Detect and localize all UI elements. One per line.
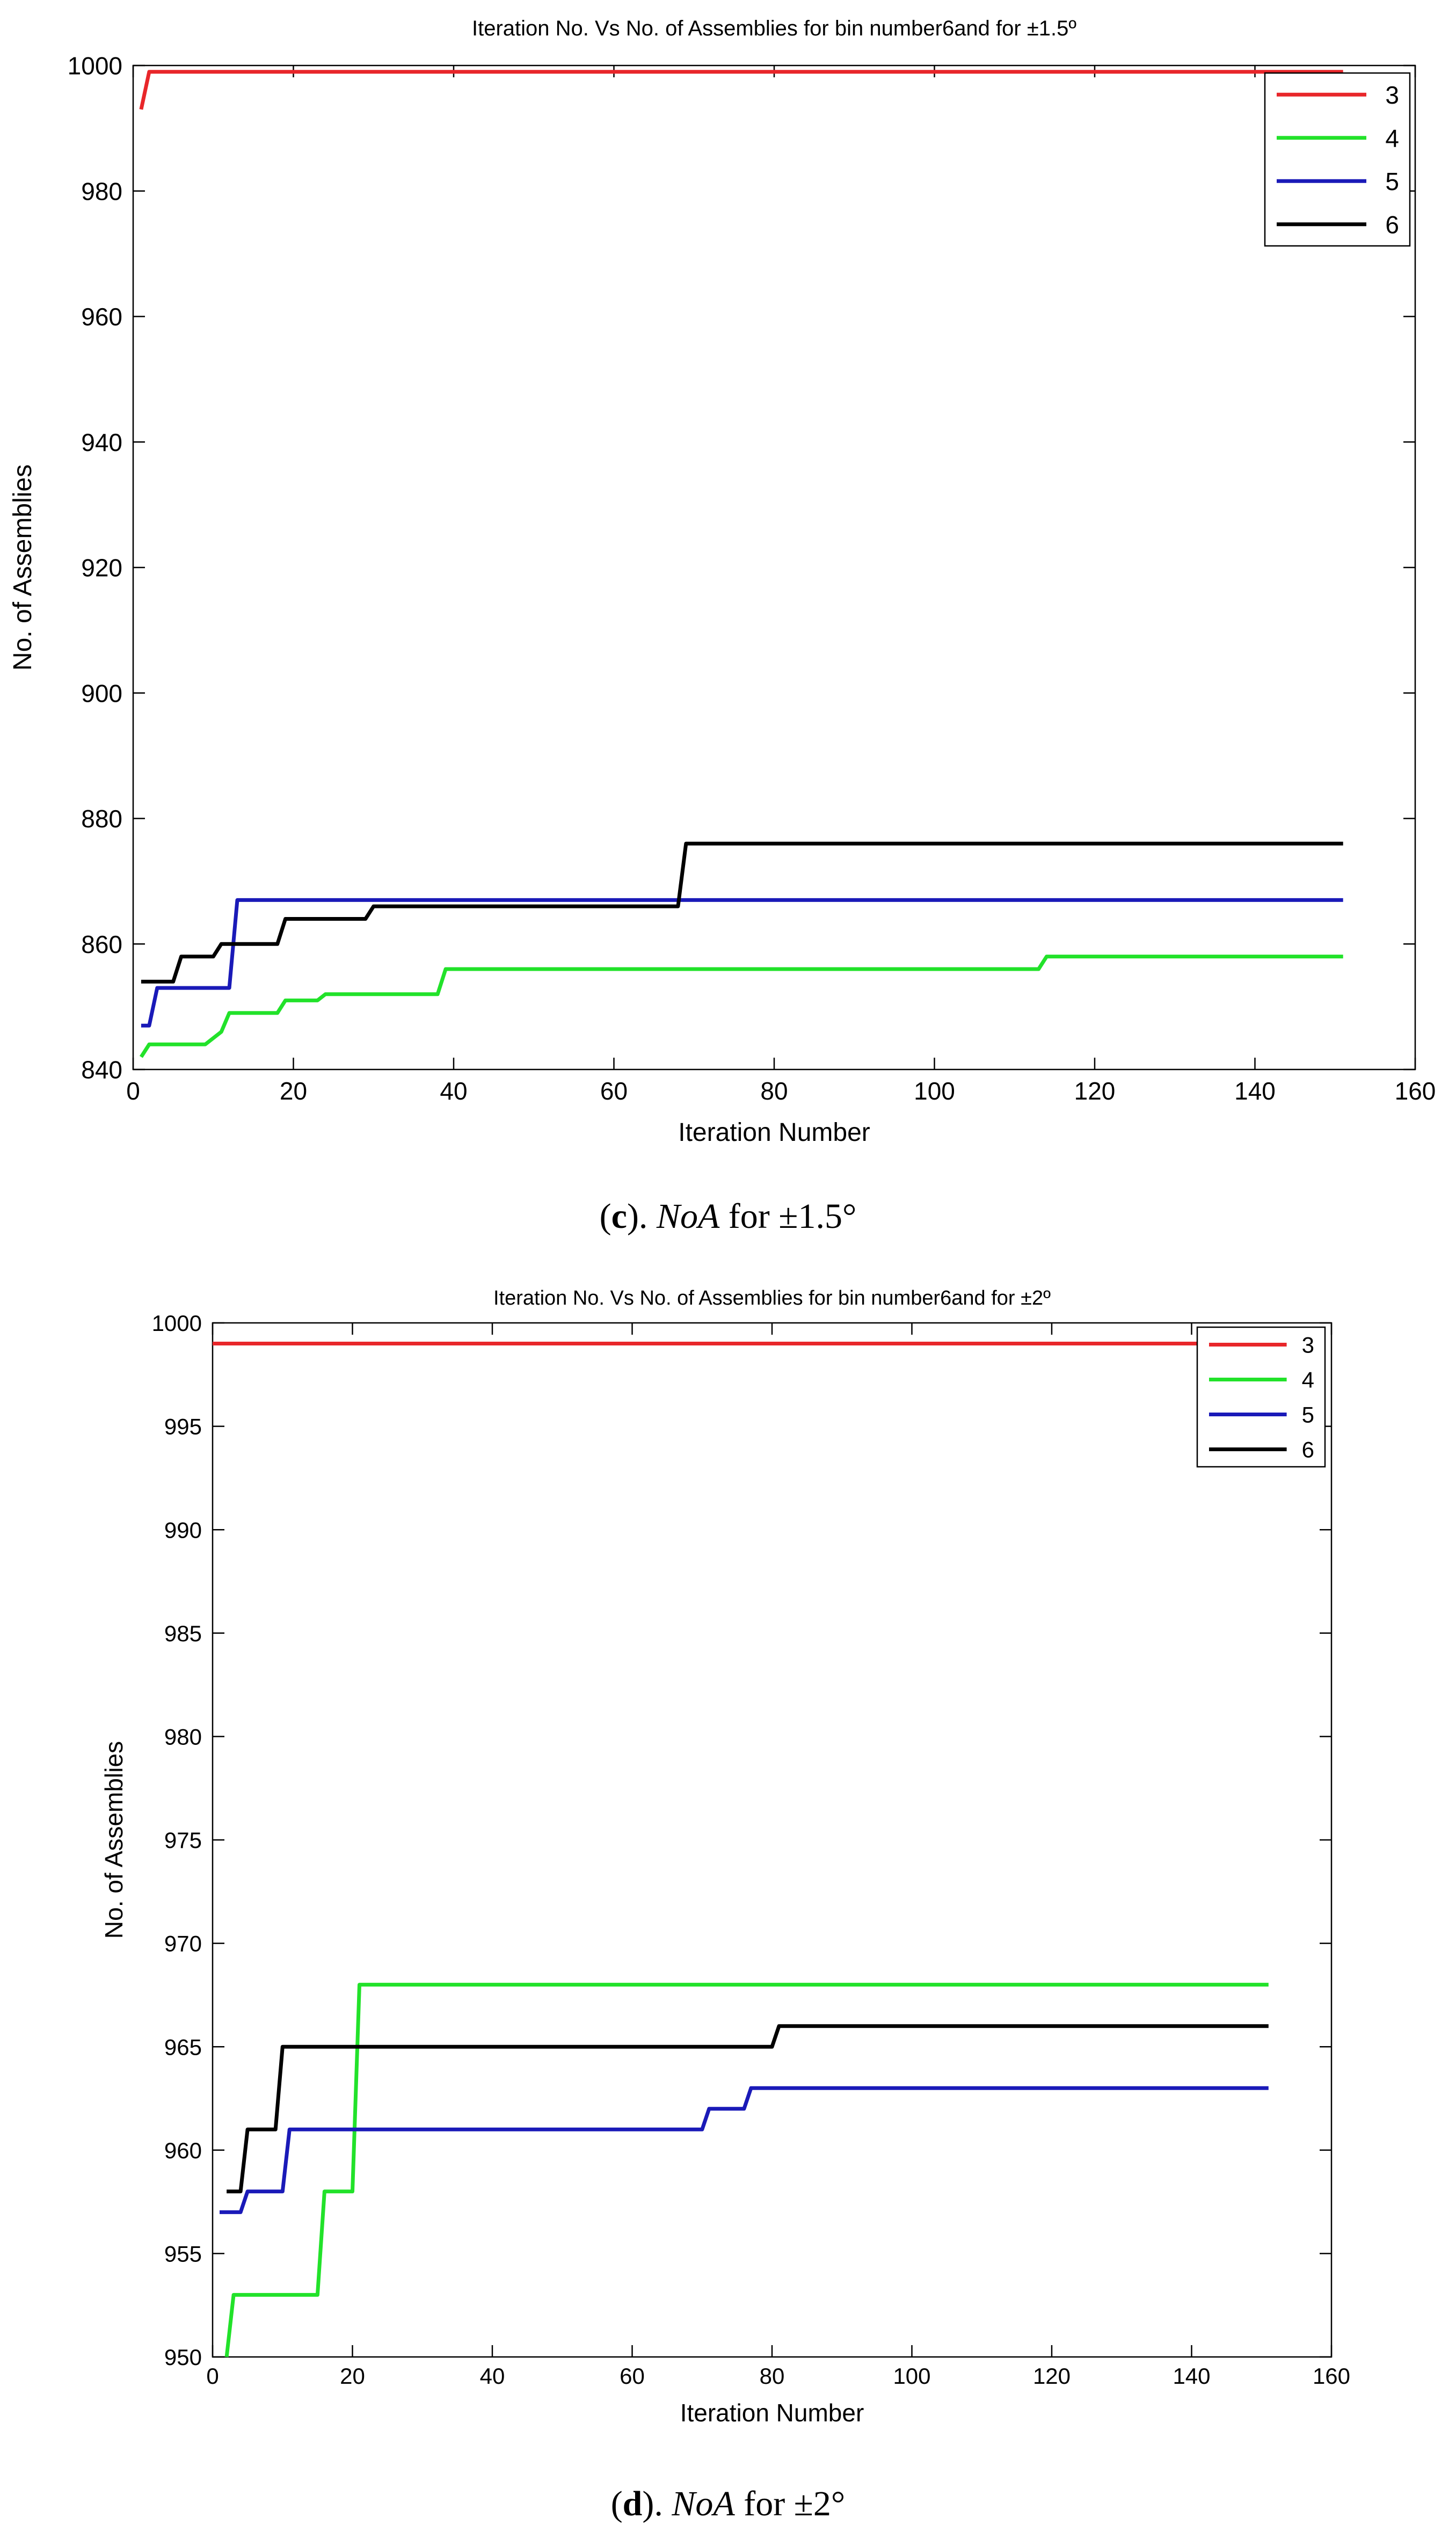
x-tick-label: 160 [1395,1077,1436,1105]
x-tick-label: 100 [914,1077,955,1105]
y-tick-label: 1000 [68,52,122,80]
x-tick-label: 60 [600,1077,628,1105]
x-tick-label: 140 [1234,1077,1276,1105]
caption-panel-d: (d). NoA for ±2° [610,2484,846,2523]
y-tick-label: 960 [81,303,122,331]
legend-label-6: 6 [1385,210,1399,238]
legend-label-5: 5 [1302,1402,1314,1428]
x-tick-label: 120 [1074,1077,1116,1105]
legend-label-6: 6 [1302,1437,1314,1462]
legend-label-4: 4 [1385,124,1399,152]
y-axis-label: No. of Assemblies [100,1741,128,1939]
x-tick-label: 20 [280,1077,307,1105]
x-tick-label: 120 [1033,2363,1071,2389]
x-tick-label: 20 [340,2363,365,2389]
x-tick-label: 0 [126,1077,140,1105]
legend-box [1196,1326,1326,1468]
series-line-5 [220,2086,1269,2214]
series-line-4 [139,955,1343,1058]
y-tick-label: 900 [81,679,122,707]
y-tick-label: 955 [164,2242,202,2267]
y-tick-label: 975 [164,1828,202,1853]
chart-title: Iteration No. Vs No. of Assemblies for b… [493,1287,1051,1309]
y-tick-label: 880 [81,805,122,833]
x-tick-label: 80 [760,1077,788,1105]
y-tick-label: 860 [81,930,122,958]
y-tick-label: 980 [81,177,122,205]
y-axis-label: No. of Assemblies [9,464,37,671]
legend-label-4: 4 [1302,1367,1314,1393]
legend-label-3: 3 [1302,1333,1314,1358]
x-tick-label: 80 [760,2363,785,2389]
series-group [139,70,1343,1058]
series-line-3 [139,70,1343,110]
y-tick-label: 920 [81,554,122,582]
y-tick-label: 985 [164,1621,202,1646]
y-tick-label: 960 [164,2138,202,2163]
series-line-6 [141,841,1343,984]
plot-area [132,64,1416,1071]
x-tick-label: 0 [206,2363,219,2389]
y-tick-label: 995 [164,1414,202,1439]
series-line-6 [227,2024,1269,2194]
x-axis-label: Iteration Number [678,1118,870,1147]
chart-panel-c: Iteration No. Vs No. of Assemblies for b… [9,17,1436,1147]
x-tick-label: 100 [893,2363,930,2389]
y-tick-label: 970 [164,1931,202,1956]
y-tick-label: 840 [81,1056,122,1084]
plot-area [212,1322,1333,2358]
chart-panel-d: Iteration No. Vs No. of Assemblies for b… [100,1287,1350,2427]
series-group [213,1342,1269,2357]
legend-label-3: 3 [1385,81,1399,109]
x-tick-label: 140 [1173,2363,1210,2389]
y-tick-label: 950 [164,2345,202,2370]
y-tick-label: 940 [81,428,122,456]
x-tick-label: 160 [1313,2363,1350,2389]
y-tick-label: 1000 [152,1311,202,1336]
series-line-4 [224,1983,1269,2357]
x-tick-label: 40 [480,2363,505,2389]
y-tick-label: 980 [164,1724,202,1750]
x-axis-label: Iteration Number [680,2399,864,2427]
chart-title: Iteration No. Vs No. of Assemblies for b… [472,17,1076,40]
caption-panel-c: (c). NoA for ±1.5° [599,1197,857,1236]
legend-box [1264,72,1411,247]
series-line-5 [141,898,1343,1028]
x-tick-label: 40 [440,1077,467,1105]
legend-label-5: 5 [1385,168,1399,195]
y-tick-label: 990 [164,1517,202,1542]
y-tick-label: 965 [164,2034,202,2060]
x-tick-label: 60 [620,2363,645,2389]
